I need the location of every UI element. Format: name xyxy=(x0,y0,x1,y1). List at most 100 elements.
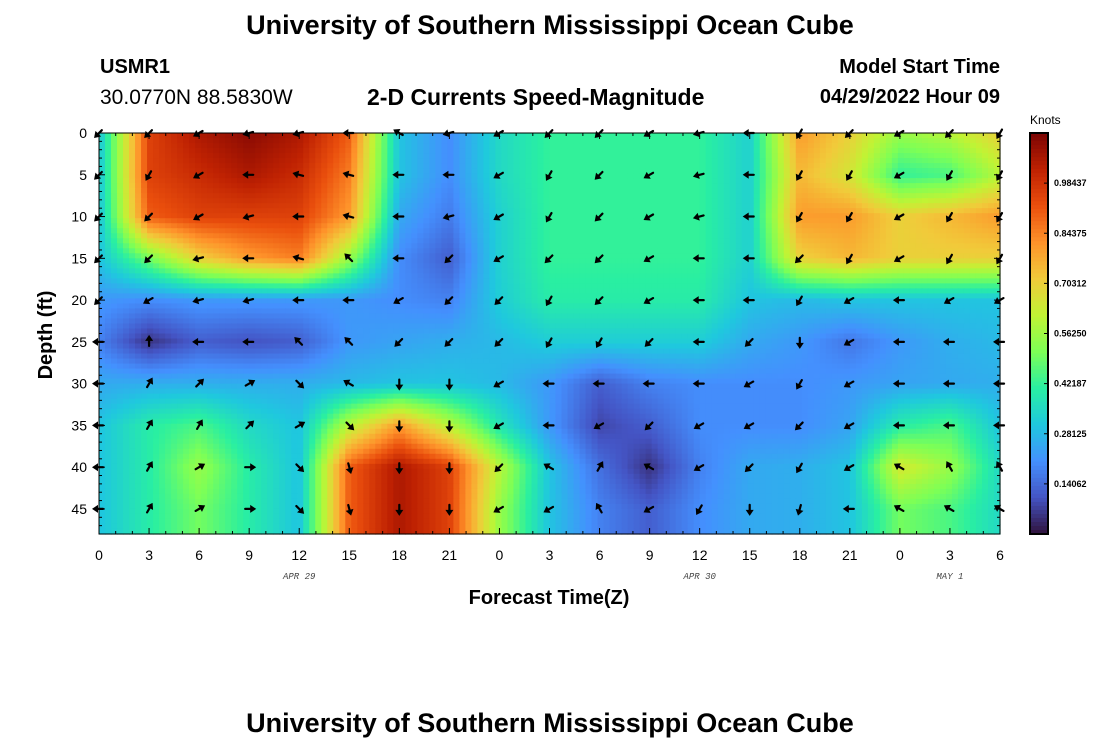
heatmap-cell xyxy=(537,253,545,259)
heatmap-cell xyxy=(831,293,839,300)
heatmap-cell xyxy=(501,163,509,169)
heatmap-cell xyxy=(759,228,767,234)
heatmap-cell xyxy=(711,188,719,194)
heatmap-cell xyxy=(789,253,797,259)
heatmap-cell xyxy=(369,203,376,209)
heatmap-cell xyxy=(225,293,232,300)
heatmap-cell xyxy=(681,183,689,189)
heatmap-cell xyxy=(747,133,755,139)
heatmap-cell xyxy=(897,183,905,189)
heatmap-cell xyxy=(339,133,346,139)
heatmap-cell xyxy=(129,288,136,294)
heatmap-cell xyxy=(381,183,388,189)
heatmap-cell xyxy=(777,213,785,219)
heatmap-cell xyxy=(831,248,839,254)
heatmap-cell xyxy=(819,203,827,209)
heatmap-cell xyxy=(597,193,605,199)
heatmap-cell xyxy=(591,163,599,169)
heatmap-cell xyxy=(309,278,316,284)
heatmap-cell xyxy=(825,193,833,199)
heatmap-cell xyxy=(879,193,887,199)
heatmap-cell xyxy=(249,143,256,149)
heatmap-cell xyxy=(345,143,352,149)
heatmap-cell xyxy=(729,283,737,289)
heatmap-cell xyxy=(741,288,749,294)
heatmap-cell xyxy=(663,253,671,259)
heatmap-cell xyxy=(327,198,334,204)
heatmap-cell xyxy=(483,148,491,154)
heatmap-cell xyxy=(717,283,725,289)
heatmap-cell xyxy=(441,243,448,249)
heatmap-cell xyxy=(897,198,905,204)
heatmap-cell xyxy=(507,178,515,184)
heatmap-cell xyxy=(609,253,617,259)
heatmap-cell xyxy=(297,168,304,174)
heatmap-cell xyxy=(303,198,310,204)
heatmap-cell xyxy=(447,228,454,234)
heatmap-cell xyxy=(537,238,545,244)
heatmap-cell xyxy=(309,258,316,264)
heatmap-cell xyxy=(921,198,929,204)
heatmap-cell xyxy=(453,293,460,300)
heatmap-cell xyxy=(945,148,953,154)
heatmap-cell xyxy=(339,268,346,274)
heatmap-cell xyxy=(489,288,497,294)
heatmap-cell xyxy=(237,183,244,189)
heatmap-cell xyxy=(183,298,190,305)
heatmap-cell xyxy=(201,178,208,184)
heatmap-cell xyxy=(717,153,725,159)
heatmap-cell xyxy=(333,278,340,284)
heatmap-cell xyxy=(927,183,935,189)
heatmap-cell xyxy=(921,188,929,194)
heatmap-cell xyxy=(351,213,358,219)
heatmap-cell xyxy=(891,193,899,199)
heatmap-cell xyxy=(345,293,352,300)
heatmap-cell xyxy=(297,253,304,259)
heatmap-cell xyxy=(861,248,869,254)
heatmap-cell xyxy=(225,298,232,305)
heatmap-cell xyxy=(231,223,238,229)
heatmap-cell xyxy=(159,203,166,209)
heatmap-cell xyxy=(633,243,641,249)
heatmap-cell xyxy=(759,288,767,294)
heatmap-cell xyxy=(213,243,220,249)
heatmap-cell xyxy=(939,193,947,199)
heatmap-cell xyxy=(321,263,328,269)
heatmap-cell xyxy=(813,273,821,279)
heatmap-cell xyxy=(939,288,947,294)
heatmap-cell xyxy=(99,283,106,289)
heatmap-cell xyxy=(591,148,599,154)
heatmap-cell xyxy=(561,248,569,254)
heatmap-cell xyxy=(483,183,491,189)
heatmap-cell xyxy=(747,283,755,289)
heatmap-cell xyxy=(753,208,761,214)
heatmap-cell xyxy=(351,178,358,184)
heatmap-cell xyxy=(165,203,172,209)
heatmap-cell xyxy=(603,178,611,184)
heatmap-cell xyxy=(429,248,436,254)
heatmap-cell xyxy=(177,268,184,274)
heatmap-cell xyxy=(681,203,689,209)
heatmap-cell xyxy=(837,173,845,179)
heatmap-cell xyxy=(543,263,551,269)
heatmap-cell xyxy=(609,273,617,279)
heatmap-cell xyxy=(321,258,328,264)
heatmap-cell xyxy=(141,133,148,139)
heatmap-cell xyxy=(159,193,166,199)
heatmap-cell xyxy=(243,268,250,274)
heatmap-cell xyxy=(537,278,545,284)
heatmap-cell xyxy=(267,228,274,234)
heatmap-cell xyxy=(627,243,635,249)
heatmap-cell xyxy=(549,288,557,294)
heatmap-cell xyxy=(105,168,112,174)
heatmap-cell xyxy=(399,243,406,249)
heatmap-cell xyxy=(945,163,953,169)
heatmap-cell xyxy=(549,198,557,204)
heatmap-cell xyxy=(471,238,479,244)
heatmap-cell xyxy=(675,183,683,189)
heatmap-cell xyxy=(729,263,737,269)
heatmap-cell xyxy=(417,193,424,199)
heatmap-cell xyxy=(135,193,142,199)
heatmap-cell xyxy=(381,158,388,164)
heatmap-cell xyxy=(285,153,292,159)
